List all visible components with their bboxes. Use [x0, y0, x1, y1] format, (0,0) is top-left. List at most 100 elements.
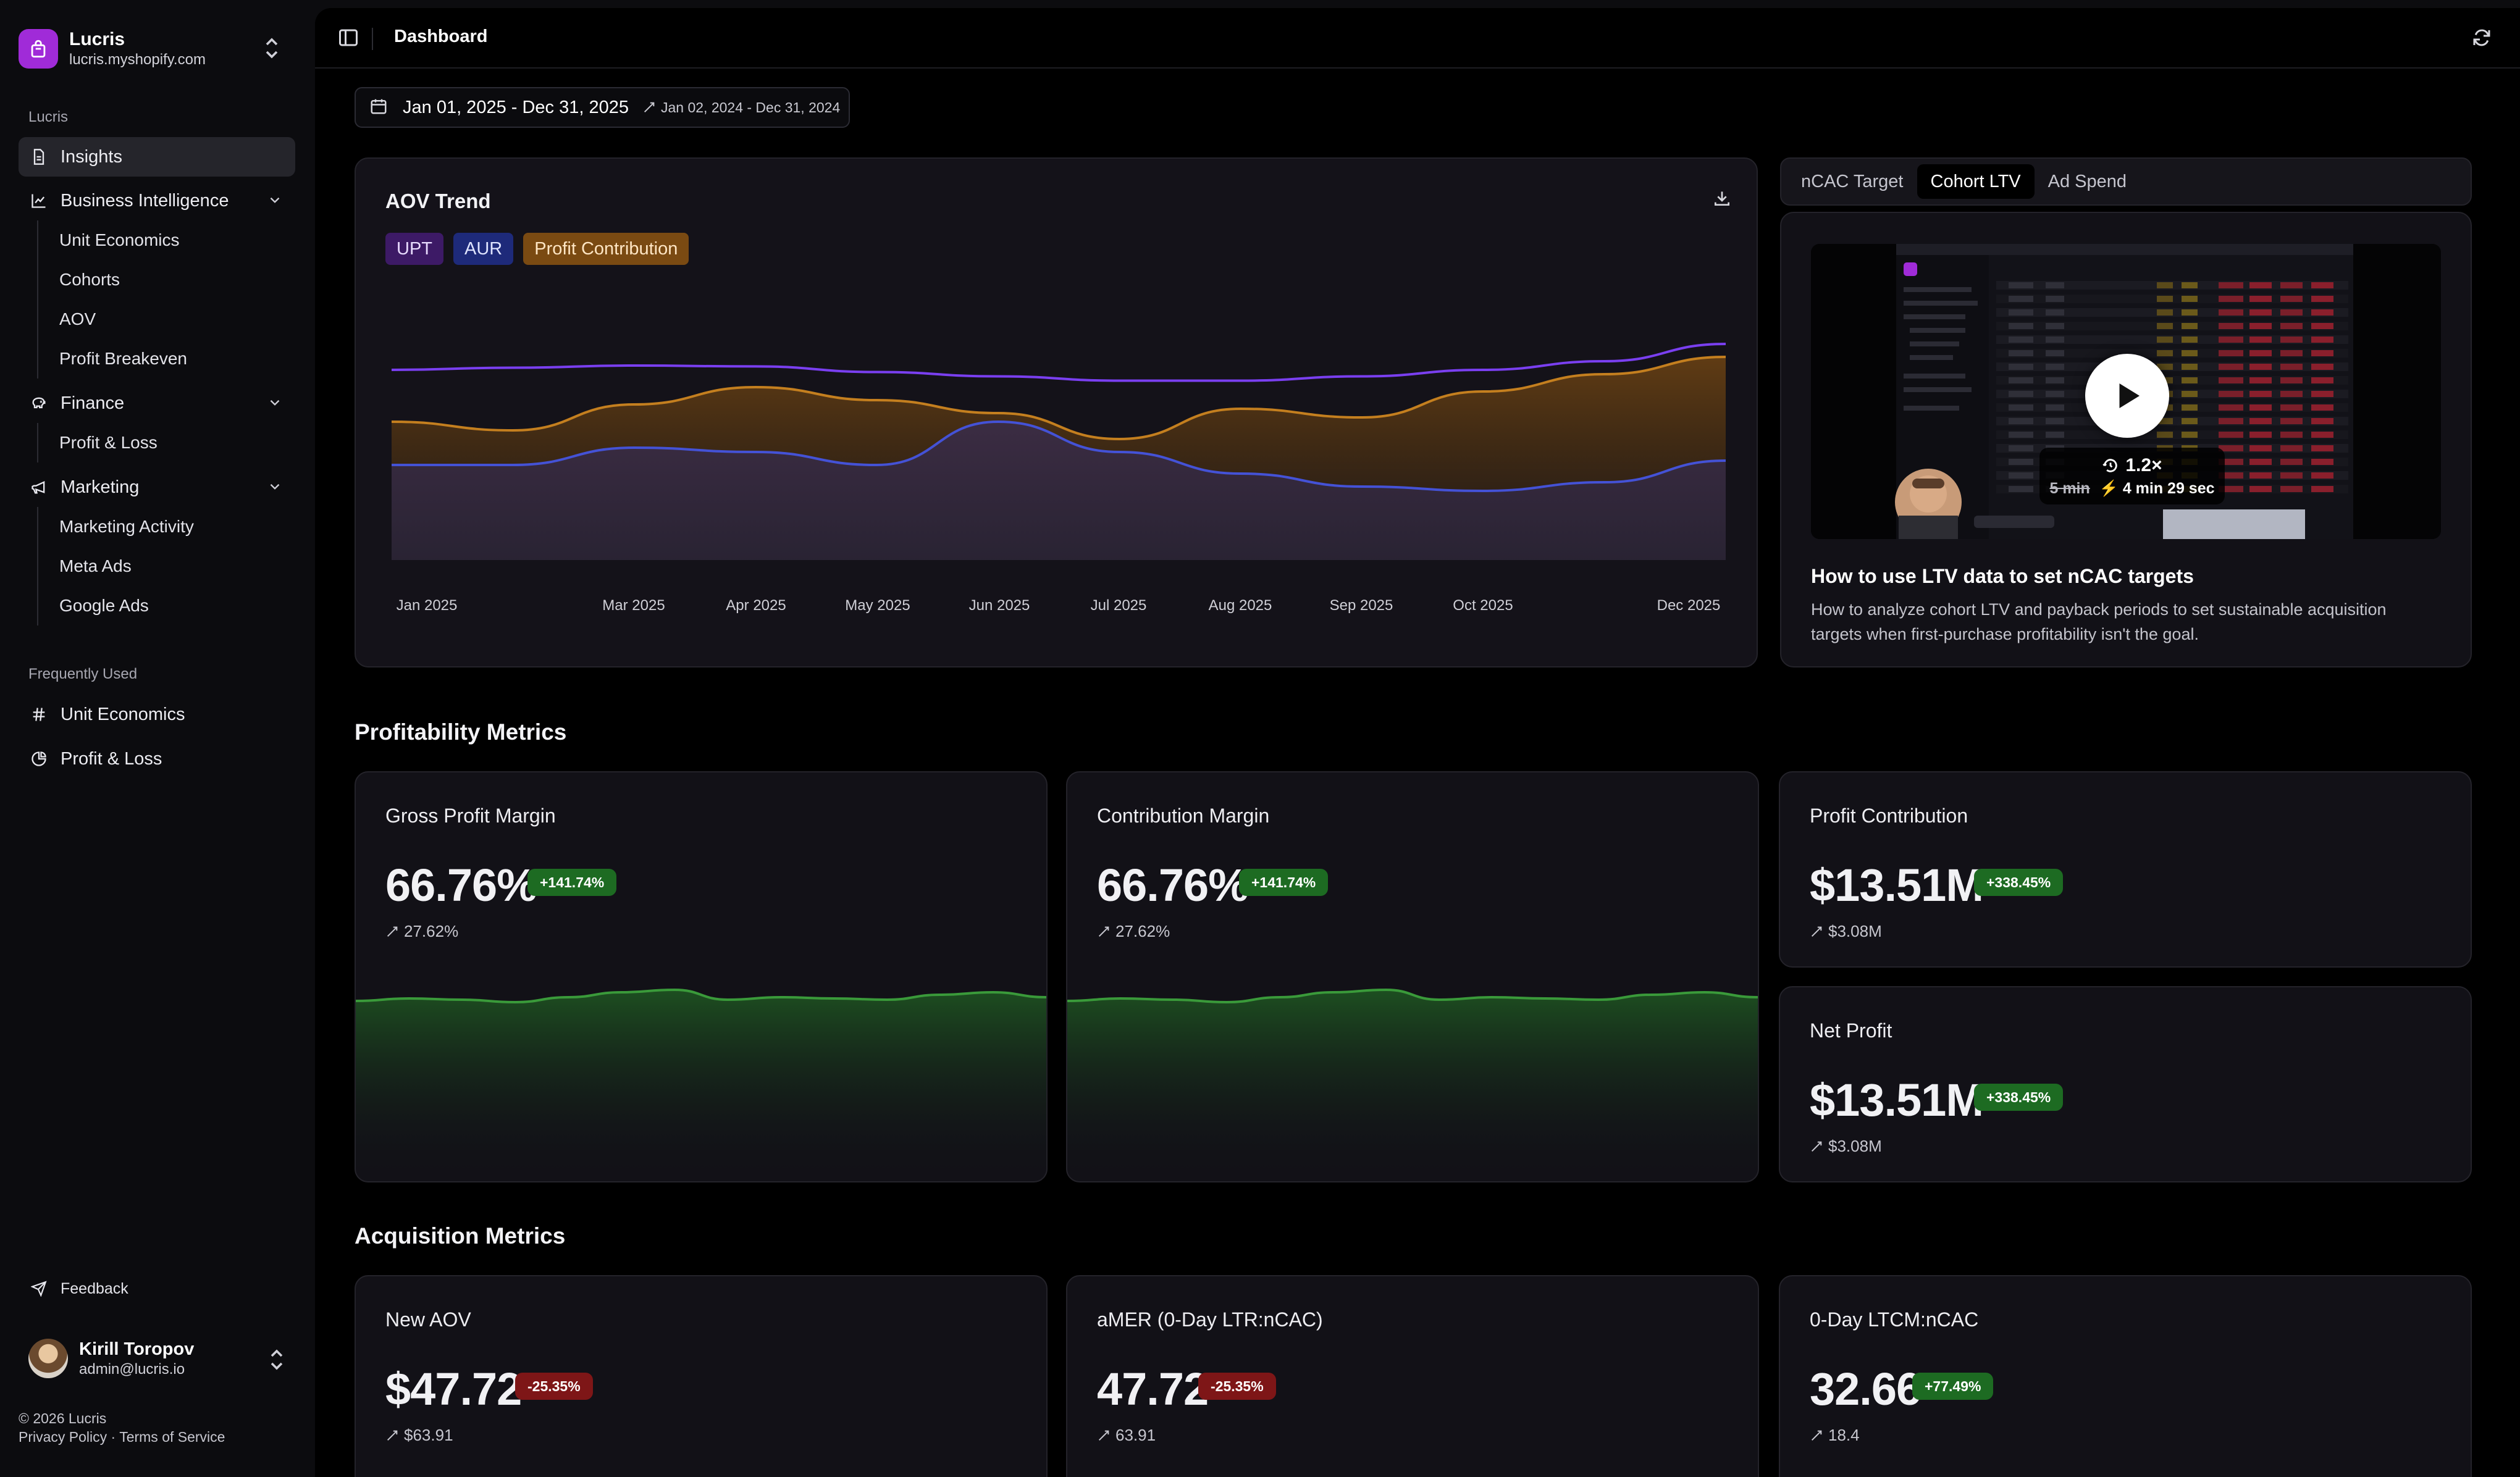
sidebar-item-meta-ads[interactable]: Meta Ads	[59, 556, 132, 575]
frequently-used-label: Frequently Used	[28, 666, 138, 682]
compare-icon	[1811, 1141, 1822, 1152]
video-old-duration: 5 min	[2049, 479, 2090, 497]
user-menu[interactable]: Kirill Toropov admin@lucris.io	[19, 1334, 295, 1383]
metric-title: Net Profit	[1810, 1019, 1892, 1042]
sidebar-item-insights[interactable]: Insights	[19, 137, 295, 177]
sidebar-item-marketing-activity[interactable]: Marketing Activity	[59, 517, 194, 536]
feedback-label: Feedback	[61, 1279, 128, 1297]
series-line-upt	[392, 343, 1726, 382]
metric-title: aMER (0-Day LTR:nCAC)	[1097, 1308, 1323, 1331]
play-icon[interactable]	[2085, 354, 2169, 438]
sidebar-item-profit-loss[interactable]: Profit & Loss	[59, 433, 158, 452]
date-range-picker[interactable]: Jan 01, 2025 - Dec 31, 2025 Jan 02, 2024…	[355, 87, 850, 128]
sidebar-item-cohorts[interactable]: Cohorts	[59, 270, 120, 289]
x-tick-label: Apr 2025	[726, 597, 786, 614]
tab-ncac-target[interactable]: nCAC Target	[1801, 171, 1904, 191]
metric-title: Profit Contribution	[1810, 805, 1968, 827]
sidebar-item-google-ads[interactable]: Google Ads	[59, 596, 149, 615]
metric-card-ltcm-ncac: 0-Day LTCM:nCAC 32.66 +77.49% 18.4	[1779, 1275, 2472, 1477]
sidebar-item-business-intelligence[interactable]: Business Intelligence	[19, 181, 295, 220]
finance-submenu: Profit & Loss	[37, 423, 158, 462]
shop-domain: lucris.myshopify.com	[69, 51, 206, 68]
calendar-icon	[369, 97, 388, 119]
aov-trend-title: AOV Trend	[385, 190, 491, 212]
metric-previous: 27.62%	[1097, 922, 1170, 941]
x-tick-label: Jun 2025	[968, 597, 1030, 614]
legend-label: Profit Contribution	[534, 238, 678, 259]
metric-value: 66.76%	[385, 860, 537, 911]
legend-label: AUR	[464, 238, 503, 259]
sidebar-item-frequent-unit-economics[interactable]: Unit Economics	[19, 695, 295, 734]
metric-title: New AOV	[385, 1308, 471, 1331]
hash-icon	[28, 704, 49, 725]
metric-card-new-aov: New AOV $47.72 -25.35% $63.91	[355, 1275, 1048, 1477]
file-icon	[28, 146, 49, 167]
legend-chip-upt[interactable]: UPT	[385, 233, 443, 265]
page-title: Dashboard	[394, 27, 488, 46]
metric-card-amer: aMER (0-Day LTR:nCAC) 47.72 -25.35% 63.9…	[1066, 1275, 1759, 1477]
avatar	[28, 1339, 68, 1378]
metric-sparkline	[356, 988, 1046, 1181]
legend-chip-aur[interactable]: AUR	[453, 233, 514, 265]
tab-cohort-ltv[interactable]: Cohort LTV	[1917, 164, 2035, 199]
send-icon	[28, 1278, 49, 1299]
video-title: How to use LTV data to set nCAC targets	[1811, 565, 2194, 587]
compare-icon	[387, 926, 398, 937]
x-tick-label: Jan 2025	[396, 597, 458, 614]
speed-icon	[2102, 458, 2118, 472]
user-email: admin@lucris.io	[79, 1361, 185, 1378]
sparkline-line	[1067, 988, 1758, 1004]
topbar: Dashboard	[315, 8, 2520, 69]
profitability-title: Profitability Metrics	[355, 719, 567, 745]
metric-previous: $63.91	[385, 1426, 453, 1445]
metric-title: Contribution Margin	[1097, 805, 1270, 827]
x-tick-label: Sep 2025	[1329, 597, 1393, 614]
tab-ad-spend[interactable]: Ad Spend	[2048, 171, 2127, 191]
sidebar-item-label: Insights	[61, 146, 122, 167]
chevrons-updown-icon	[268, 1347, 285, 1375]
metric-change-badge: -25.35%	[515, 1373, 593, 1400]
compare-icon	[644, 102, 655, 113]
video-card: 1.2× 5 min ⚡ 4 min 29 sec How to use LTV…	[1780, 212, 2472, 667]
compare-icon	[1811, 926, 1822, 937]
metric-change-badge: +338.45%	[1974, 1084, 2064, 1111]
shop-switcher[interactable]: Lucris lucris.myshopify.com	[19, 22, 290, 75]
video-player[interactable]: 1.2× 5 min ⚡ 4 min 29 sec	[1811, 244, 2441, 539]
metric-title: Gross Profit Margin	[385, 805, 556, 827]
legend-chip-profit-contribution[interactable]: Profit Contribution	[523, 233, 689, 265]
date-range-compare: Jan 02, 2024 - Dec 31, 2024	[642, 99, 840, 116]
chart-line-icon	[28, 190, 49, 211]
sidebar-toggle-icon[interactable]	[337, 27, 361, 50]
video-speed-overlay: 1.2× 5 min ⚡ 4 min 29 sec	[2039, 448, 2225, 504]
main-content: Dashboard Jan 01, 2025 - Dec 31, 2025 Ja…	[315, 8, 2520, 1477]
date-range-current: Jan 01, 2025 - Dec 31, 2025	[403, 97, 629, 117]
metric-previous-value: 27.62%	[1115, 922, 1170, 940]
privacy-link[interactable]: Privacy Policy	[19, 1429, 107, 1445]
feedback-button[interactable]: Feedback	[19, 1278, 128, 1299]
sidebar-item-finance[interactable]: Finance	[19, 383, 295, 423]
sidebar-item-marketing[interactable]: Marketing	[19, 467, 295, 507]
sidebar-section-label: Lucris	[28, 109, 69, 125]
sidebar-item-unit-economics[interactable]: Unit Economics	[59, 230, 180, 249]
metric-sparkline	[1067, 988, 1758, 1181]
download-icon[interactable]	[1712, 188, 1732, 211]
metric-card-profit-contribution: Profit Contribution $13.51M +338.45% $3.…	[1779, 771, 2472, 968]
sidebar-item-frequent-profit-loss[interactable]: Profit & Loss	[19, 739, 295, 779]
sidebar-item-aov[interactable]: AOV	[59, 309, 96, 328]
metric-previous-value: $3.08M	[1828, 922, 1882, 940]
x-tick-label: Dec 2025	[1657, 597, 1721, 614]
copyright: © 2026 Lucris	[19, 1410, 107, 1426]
metric-previous: $3.08M	[1810, 922, 1882, 941]
shop-name: Lucris	[69, 29, 125, 49]
sidebar-item-label: Finance	[61, 393, 125, 413]
sidebar-item-profit-breakeven[interactable]: Profit Breakeven	[59, 349, 187, 368]
metric-previous-value: 63.91	[1115, 1426, 1156, 1444]
terms-link[interactable]: Terms of Service	[119, 1429, 225, 1445]
sparkline-line	[356, 988, 1046, 1004]
metric-card-contribution-margin: Contribution Margin 66.76% +141.74% 27.6…	[1066, 771, 1759, 1182]
metric-previous-value: 18.4	[1828, 1426, 1860, 1444]
area-aur	[392, 422, 1726, 560]
topbar-divider	[372, 28, 373, 50]
x-axis: Jan 2025 Mar 2025 Apr 2025 May 2025 Jun …	[356, 597, 1759, 622]
refresh-icon[interactable]	[2471, 27, 2494, 50]
